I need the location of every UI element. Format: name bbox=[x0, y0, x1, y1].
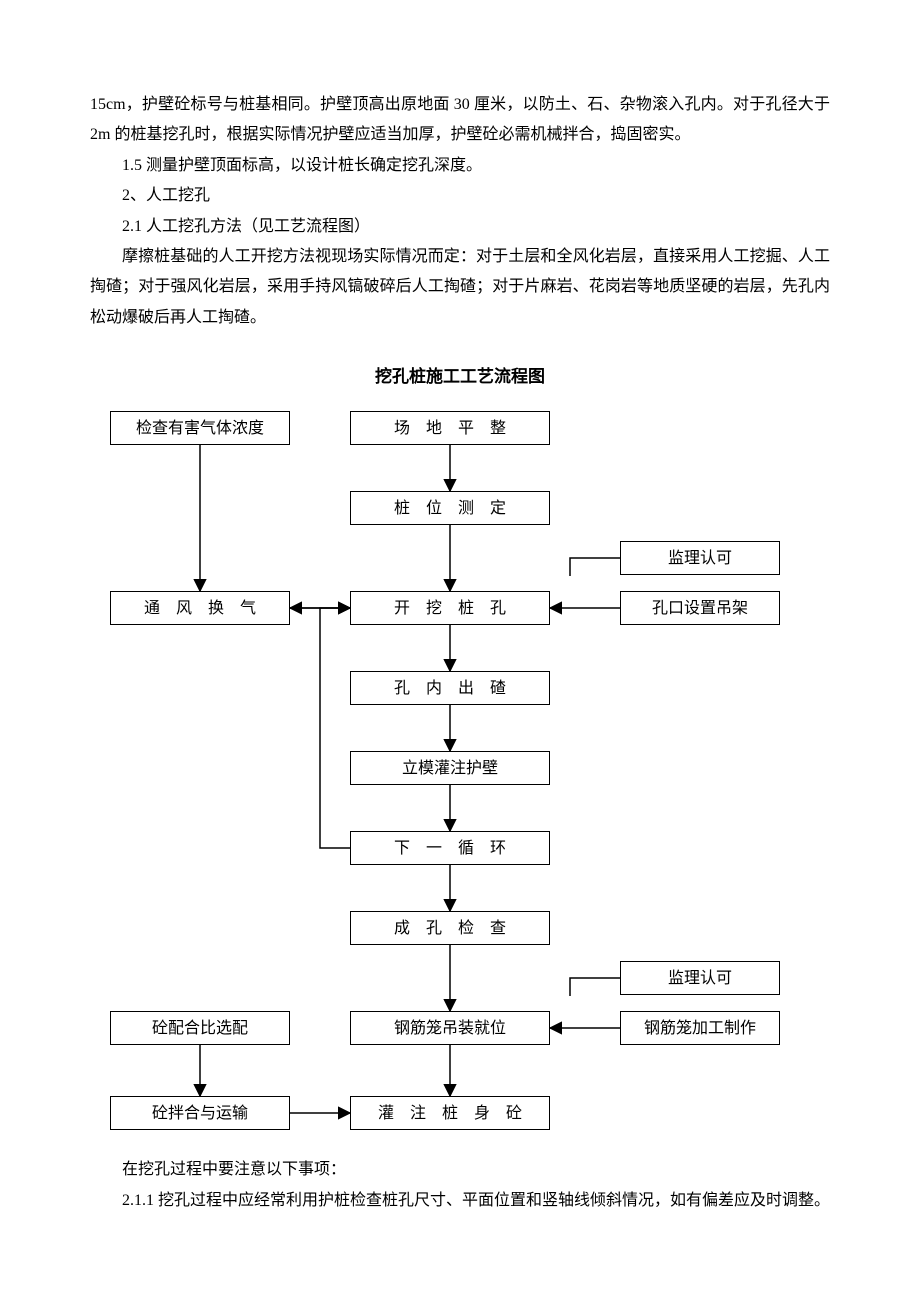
flowchart-title: 挖孔桩施工工艺流程图 bbox=[90, 361, 830, 393]
flow-node-n_fab: 钢筋笼加工制作 bbox=[620, 1011, 780, 1045]
paragraph-5: 摩擦桩基础的人工开挖方法视现场实际情况而定：对于土层和全风化岩层，直接采用人工挖… bbox=[90, 242, 830, 333]
flow-node-n_mix: 砼配合比选配 bbox=[110, 1011, 290, 1045]
paragraph-4: 2.1 人工挖孔方法（见工艺流程图） bbox=[90, 212, 830, 242]
paragraph-7: 2.1.1 挖孔过程中应经常利用护桩检查桩孔尺寸、平面位置和竖轴线倾斜情况，如有… bbox=[90, 1186, 830, 1216]
flow-node-n_slag: 孔 内 出 碴 bbox=[350, 671, 550, 705]
flow-node-n_check: 成 孔 检 查 bbox=[350, 911, 550, 945]
flow-node-n_gas: 检查有害气体浓度 bbox=[110, 411, 290, 445]
flow-node-n_mold: 立模灌注护壁 bbox=[350, 751, 550, 785]
flow-node-n_sup1: 监理认可 bbox=[620, 541, 780, 575]
flow-node-n_dig: 开 挖 桩 孔 bbox=[350, 591, 550, 625]
flow-node-n_trans: 砼拌合与运输 bbox=[110, 1096, 290, 1130]
flow-node-n_site: 场 地 平 整 bbox=[350, 411, 550, 445]
paragraph-6: 在挖孔过程中要注意以下事项： bbox=[90, 1155, 830, 1185]
flow-node-n_pos: 桩 位 测 定 bbox=[350, 491, 550, 525]
paragraph-2: 1.5 测量护壁顶面标高，以设计桩长确定挖孔深度。 bbox=[90, 151, 830, 181]
paragraph-1: 15cm，护壁砼标号与桩基相同。护壁顶高出原地面 30 厘米，以防土、石、杂物滚… bbox=[90, 90, 830, 151]
paragraph-3: 2、人工挖孔 bbox=[90, 181, 830, 211]
flow-node-n_pour: 灌 注 桩 身 砼 bbox=[350, 1096, 550, 1130]
flow-node-n_cage: 钢筋笼吊装就位 bbox=[350, 1011, 550, 1045]
flow-node-n_vent: 通 风 换 气 bbox=[110, 591, 290, 625]
flow-node-n_crane: 孔口设置吊架 bbox=[620, 591, 780, 625]
flowchart-container: 检查有害气体浓度场 地 平 整桩 位 测 定监理认可通 风 换 气开 挖 桩 孔… bbox=[90, 401, 830, 1141]
flow-node-n_sup2: 监理认可 bbox=[620, 961, 780, 995]
flow-node-n_next: 下 一 循 环 bbox=[350, 831, 550, 865]
